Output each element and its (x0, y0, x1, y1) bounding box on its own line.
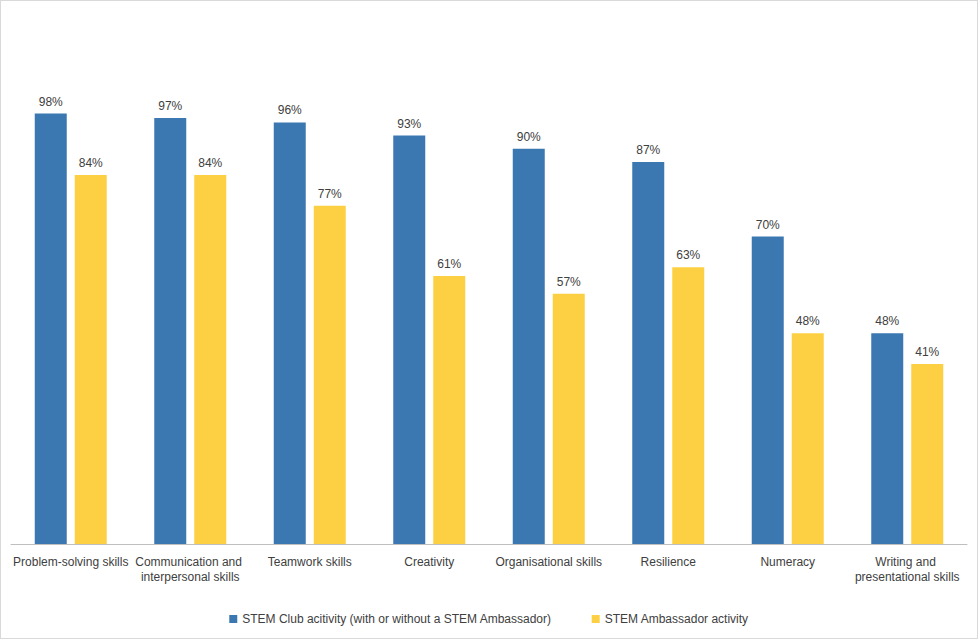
svg-text:Organisational skills: Organisational skills (495, 555, 602, 569)
svg-text:97%: 97% (158, 99, 182, 113)
svg-text:96%: 96% (278, 103, 302, 117)
svg-text:Writing and: Writing and (875, 555, 939, 569)
svg-text:Resilience: Resilience (641, 555, 697, 569)
svg-text:57%: 57% (557, 275, 581, 289)
svg-text:41%: 41% (915, 345, 939, 359)
svg-text:48%: 48% (796, 314, 820, 328)
svg-text:70%: 70% (756, 218, 780, 232)
svg-text:63%: 63% (676, 248, 700, 262)
svg-text:presentational skills: presentational skills (855, 570, 960, 584)
svg-text:Numeracy: Numeracy (760, 555, 815, 569)
svg-text:48%: 48% (875, 314, 899, 328)
svg-text:84%: 84% (198, 156, 222, 170)
svg-text:interpersonal skills: interpersonal skills (141, 570, 240, 584)
svg-text:77%: 77% (318, 187, 342, 201)
svg-text:Communication and: Communication and (135, 555, 245, 569)
svg-text:84%: 84% (79, 156, 103, 170)
svg-text:STEM Ambassador activity: STEM Ambassador activity (605, 612, 748, 626)
svg-text:Creativity: Creativity (404, 555, 454, 569)
svg-text:93%: 93% (397, 117, 421, 131)
svg-text:STEM Club acitivity (with or w: STEM Club acitivity (with or without a S… (242, 612, 551, 626)
svg-text:90%: 90% (517, 130, 541, 144)
svg-text:Problem-solving skills: Problem-solving skills (13, 555, 128, 569)
svg-text:Teamwork skills: Teamwork skills (268, 555, 352, 569)
svg-text:87%: 87% (636, 143, 660, 157)
svg-text:98%: 98% (39, 95, 63, 109)
svg-text:61%: 61% (437, 257, 461, 271)
